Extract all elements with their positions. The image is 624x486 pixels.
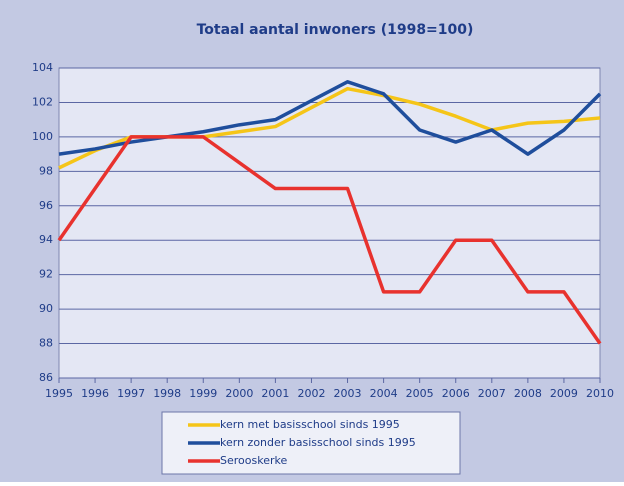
x-tick-label: 2005 — [406, 387, 434, 400]
x-tick-label: 1995 — [45, 387, 73, 400]
y-tick-label: 100 — [32, 130, 53, 143]
x-tick-label: 2002 — [297, 387, 325, 400]
legend-label: Serooskerke — [220, 454, 287, 467]
y-tick-label: 98 — [39, 164, 53, 177]
x-tick-label: 2001 — [261, 387, 289, 400]
x-tick-label: 2000 — [225, 387, 253, 400]
legend-label: kern met basisschool sinds 1995 — [220, 418, 400, 431]
y-tick-label: 86 — [39, 371, 53, 384]
y-tick-label: 88 — [39, 337, 53, 350]
x-tick-label: 1998 — [153, 387, 181, 400]
y-tick-label: 104 — [32, 61, 53, 74]
x-tick-label: 1997 — [117, 387, 145, 400]
y-tick-label: 90 — [39, 302, 53, 315]
chart-title: Totaal aantal inwoners (1998=100) — [197, 22, 474, 38]
y-tick-label: 92 — [39, 268, 53, 281]
x-tick-label: 2008 — [514, 387, 542, 400]
x-tick-label: 1999 — [189, 387, 217, 400]
x-tick-label: 2006 — [442, 387, 470, 400]
x-tick-label: 2007 — [478, 387, 506, 400]
series-line — [58, 80, 602, 156]
series-line — [57, 135, 602, 345]
x-tick-label: 1996 — [81, 387, 109, 400]
y-tick-label: 96 — [39, 199, 53, 212]
x-tick-label: 2009 — [550, 387, 578, 400]
x-tick-label: 2004 — [370, 387, 398, 400]
x-tick-label: 2003 — [334, 387, 362, 400]
y-tick-label: 102 — [32, 95, 53, 108]
y-tick-label: 94 — [39, 233, 53, 246]
plot-area — [58, 67, 601, 379]
legend-label: kern zonder basisschool sinds 1995 — [220, 436, 416, 449]
x-tick-label: 2010 — [586, 387, 614, 400]
